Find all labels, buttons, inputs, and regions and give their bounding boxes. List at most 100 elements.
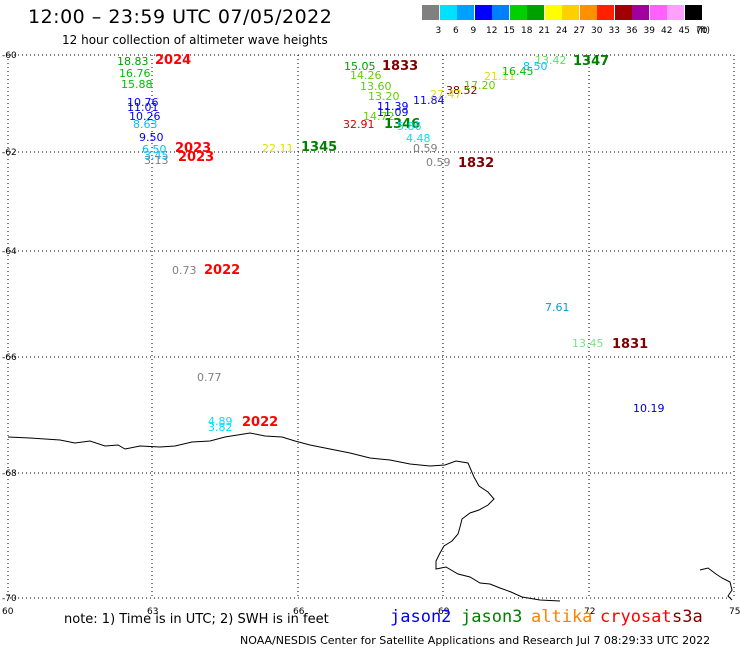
wave-height-label: 38.52 bbox=[446, 84, 478, 97]
satellite-jason3: jason3 bbox=[461, 607, 523, 627]
satellite-jason2: jason2 bbox=[390, 607, 452, 627]
longitude-label: 75 bbox=[729, 607, 740, 617]
wave-height-label: 13.42 bbox=[535, 54, 567, 67]
wave-height-label: 11.09 bbox=[377, 106, 409, 119]
scale-swatch bbox=[492, 5, 509, 20]
scale-label: 45 bbox=[678, 26, 690, 36]
scale-label: 12 bbox=[486, 26, 498, 36]
latitude-label: -68 bbox=[2, 469, 17, 479]
wave-height-label: 18.83 bbox=[117, 55, 149, 68]
latitude-label: -62 bbox=[2, 148, 17, 158]
scale-swatch bbox=[509, 5, 527, 20]
wave-height-label: 3.82 bbox=[208, 421, 233, 434]
pass-time-label: 2022 bbox=[204, 263, 240, 278]
wave-height-label: 10.76 bbox=[127, 96, 159, 109]
scale-label: 24 bbox=[556, 26, 568, 36]
wave-height-label: 0.59 bbox=[413, 142, 438, 155]
wave-height-label: 15.05 bbox=[344, 60, 376, 73]
wave-height-label: 6.50 bbox=[142, 143, 167, 156]
wave-height-label: 11.01 bbox=[127, 101, 159, 114]
scale-swatch bbox=[579, 5, 597, 20]
longitude-label: 60 bbox=[2, 607, 14, 617]
longitude-label: 66 bbox=[293, 607, 305, 617]
scale-swatch bbox=[474, 5, 492, 20]
longitude-label: 72 bbox=[584, 607, 595, 617]
longitude-label: 69 bbox=[438, 607, 450, 617]
pass-time-label: 2023 bbox=[178, 150, 214, 165]
scale-swatch bbox=[684, 5, 702, 20]
pass-time-label: 1832 bbox=[458, 156, 494, 171]
scale-swatch bbox=[614, 5, 632, 20]
wave-height-label: 27.47 bbox=[430, 88, 462, 101]
latitude-label: -64 bbox=[2, 247, 17, 257]
longitude-label: 63 bbox=[147, 607, 158, 617]
latitude-label: -70 bbox=[2, 594, 17, 604]
wave-height-label: 11.84 bbox=[413, 94, 445, 107]
wave-height-label: 3.13 bbox=[144, 154, 169, 167]
wave-height-label: 16.45 bbox=[502, 65, 534, 78]
scale-label: 70 bbox=[696, 26, 708, 36]
scale-swatch bbox=[562, 5, 579, 20]
scale-swatch bbox=[649, 5, 667, 20]
scale-label: 36 bbox=[626, 26, 638, 36]
wave-height-label: 14.26 bbox=[350, 69, 382, 82]
scale-swatch bbox=[667, 5, 684, 20]
latitude-label: -66 bbox=[2, 353, 17, 363]
wave-height-label: 8.50 bbox=[523, 60, 548, 73]
wave-height-label: 21.11 bbox=[484, 70, 516, 83]
wave-height-label: 13.45 bbox=[572, 337, 604, 350]
wave-height-label: 4.89 bbox=[208, 415, 233, 428]
wave-height-label: 22.11 bbox=[262, 142, 294, 155]
wave-height-label: 0.77 bbox=[197, 371, 222, 384]
scale-label: 42 bbox=[661, 26, 673, 36]
scale-label: 18 bbox=[521, 26, 533, 36]
pass-time-label: 2023 bbox=[175, 141, 211, 156]
pass-time-label: 2022 bbox=[242, 415, 278, 430]
wave-height-label: 3.45 bbox=[144, 149, 169, 162]
pass-time-label: 1347 bbox=[573, 54, 609, 69]
pass-time-label: 1346 bbox=[384, 117, 420, 132]
map-grid bbox=[7, 54, 735, 599]
wave-height-label: 13.20 bbox=[368, 90, 400, 103]
scale-label: (ft) bbox=[696, 26, 711, 36]
scale-swatch bbox=[597, 5, 614, 20]
scale-label: 30 bbox=[591, 26, 603, 36]
pass-time-label: 1833 bbox=[382, 59, 418, 74]
scale-swatch bbox=[439, 5, 457, 20]
latitude-label: -60 bbox=[2, 51, 17, 61]
scale-label: 9 bbox=[470, 26, 477, 36]
wave-height-label: 16.76 bbox=[119, 67, 151, 80]
wave-height-label: 0.73 bbox=[172, 264, 197, 277]
pass-time-label: 1831 bbox=[612, 337, 648, 352]
wave-height-label: 10.26 bbox=[129, 110, 161, 123]
axis-labels: -60 -62 -64 -66 -68 -70 60 63 66 69 72 75 bbox=[2, 51, 740, 617]
scale-swatch bbox=[544, 5, 562, 20]
scale-label: 27 bbox=[573, 26, 585, 36]
coastline-inlet bbox=[699, 567, 733, 601]
wave-height-label: 0.59 bbox=[426, 156, 451, 169]
scale-swatch bbox=[527, 5, 544, 20]
satellite-cryosat: cryosat bbox=[600, 607, 672, 627]
wave-height-label: 11.39 bbox=[377, 100, 409, 113]
pass-time-label: 1345 bbox=[301, 140, 337, 155]
pass-time-label: 2024 bbox=[155, 53, 191, 68]
antarctic-coastline bbox=[7, 432, 561, 602]
wave-height-label: 32.91 bbox=[343, 118, 375, 131]
wave-height-label: 8.63 bbox=[133, 118, 158, 131]
wave-height-label: 10.19 bbox=[633, 402, 665, 415]
scale-label: 3 bbox=[435, 26, 442, 36]
scale-swatch bbox=[457, 5, 474, 20]
wave-height-label: 7.61 bbox=[545, 301, 570, 314]
wave-height-label: 5.86 bbox=[397, 120, 422, 133]
wave-height-label: 17.20 bbox=[464, 79, 496, 92]
map-title: 12:00 – 23:59 UTC 07/05/2022 bbox=[28, 6, 333, 28]
scale-label: 39 bbox=[643, 26, 655, 36]
wave-height-label: 4.48 bbox=[406, 132, 431, 145]
map-subtitle: 12 hour collection of altimeter wave hei… bbox=[62, 33, 328, 47]
scale-label: 15 bbox=[503, 26, 515, 36]
wave-height-label: 14.72 bbox=[363, 110, 395, 123]
wave-height-label: 13.60 bbox=[360, 80, 392, 93]
scale-label: 33 bbox=[608, 26, 620, 36]
